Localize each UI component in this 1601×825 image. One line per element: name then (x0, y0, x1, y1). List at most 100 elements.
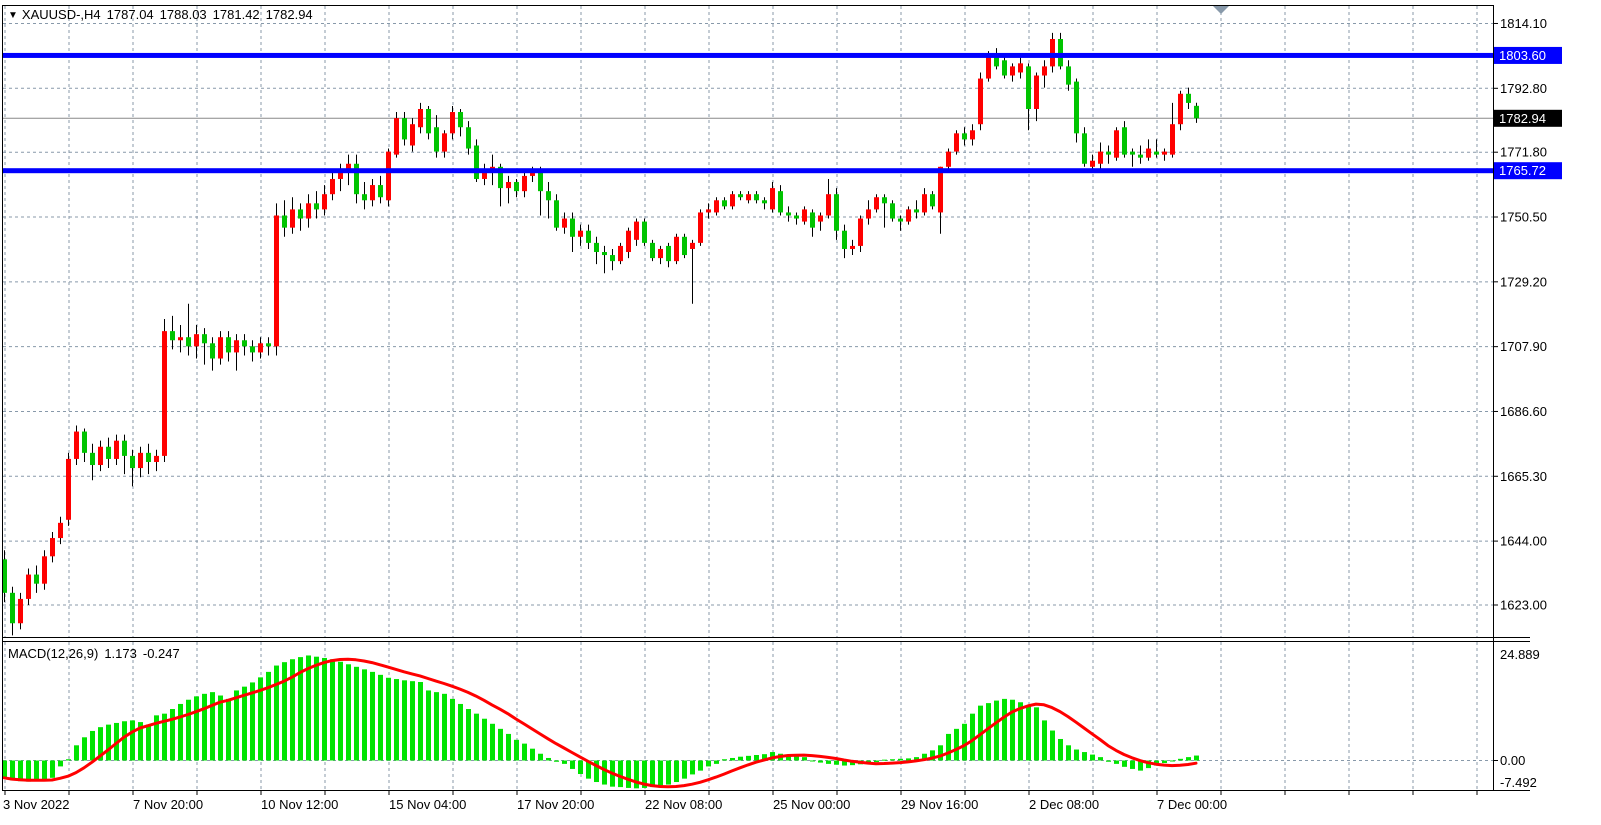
macd-bar (202, 693, 207, 761)
macd-bar (626, 760, 631, 788)
candle (34, 574, 39, 584)
candle (266, 343, 271, 347)
macd-bar (402, 680, 407, 761)
macd-bar (1122, 760, 1127, 767)
macd-bar (354, 666, 359, 761)
macd-bar (458, 703, 463, 761)
candle (1034, 75, 1039, 109)
candle (130, 455, 135, 469)
candle (986, 57, 991, 79)
candle (66, 458, 71, 520)
price-axis-label: 1771.80 (1500, 145, 1547, 160)
candle (858, 218, 863, 246)
level-lines-layer[interactable] (3, 52, 1493, 174)
candle (658, 248, 663, 259)
chart-shift-marker-icon[interactable] (1213, 6, 1229, 14)
macd-bar (1130, 760, 1135, 769)
macd-main-value: 1.173 (104, 646, 137, 661)
macd-bar (250, 682, 255, 761)
macd-bar (418, 682, 423, 761)
macd-bar (1050, 730, 1055, 761)
candle (666, 245, 671, 262)
macd-indicator-label: MACD(12,26,9) 1.173 -0.247 (8, 646, 180, 661)
candle (914, 209, 919, 213)
macd-bar (1114, 760, 1119, 764)
macd-bar (162, 713, 167, 761)
candle (850, 245, 855, 249)
price-tag (1494, 109, 1562, 127)
macd-bar (770, 752, 775, 761)
macd-bar (1098, 757, 1103, 761)
macd-bar (394, 679, 399, 761)
candle (250, 346, 255, 353)
macd-bar (954, 728, 959, 761)
macd-bar (802, 757, 807, 761)
candle (570, 218, 575, 237)
macd-bar (898, 758, 903, 761)
horizontal-level-line[interactable] (3, 52, 1493, 58)
candle (426, 108, 431, 134)
macd-bar (546, 757, 551, 761)
candle (218, 337, 223, 359)
macd-bar (554, 760, 559, 762)
candle (1058, 38, 1063, 67)
price-axis-label: 1707.90 (1500, 339, 1547, 354)
macd-bar (130, 720, 135, 761)
symbol-dropdown-icon: ▼ (8, 10, 18, 21)
macd-bar (498, 728, 503, 761)
candle (354, 163, 359, 195)
macd-layer (2, 655, 1199, 789)
candle (386, 151, 391, 201)
macd-bar (538, 753, 543, 761)
time-axis[interactable]: 3 Nov 2022 7 Nov 20:00 10 Nov 12:00 15 Nov … (3, 790, 1478, 812)
candle (474, 145, 479, 179)
candle (970, 130, 975, 140)
macd-bar (506, 733, 511, 761)
price-axis[interactable]: 1814.10 1792.80 1771.80 1750.50 1729.20 1707.… (1493, 16, 1562, 613)
macd-bar (386, 677, 391, 761)
macd-bar (378, 674, 383, 761)
candle (1138, 154, 1143, 158)
macd-bar (314, 656, 319, 761)
macd-signal-value: -0.247 (142, 646, 180, 661)
price-axis-label: 1686.60 (1500, 404, 1547, 419)
candle (338, 172, 343, 179)
macd-bar (674, 760, 679, 783)
macd-bar (1090, 754, 1095, 761)
macd-bar (530, 748, 535, 761)
macd-bar (298, 657, 303, 761)
candle (674, 236, 679, 262)
candle (106, 446, 111, 459)
candle (890, 203, 895, 219)
candle (50, 538, 55, 557)
chart-title: ▼ XAUUSD-,H4 1787.04 1788.03 1781.42 1782.94 (8, 7, 313, 22)
macd-bar (1194, 755, 1199, 761)
macd-bar (834, 760, 839, 765)
price-axis-label: 1792.80 (1500, 81, 1547, 96)
candle (434, 127, 439, 152)
candle (514, 182, 519, 192)
candle (1146, 148, 1151, 158)
horizontal-level-line[interactable] (3, 168, 1493, 174)
macd-bar (986, 703, 991, 761)
macd-bar (570, 760, 575, 769)
macd-bar (666, 760, 671, 785)
macd-bar (690, 760, 695, 775)
candle (522, 175, 527, 192)
candle (506, 182, 511, 189)
macd-bar (658, 760, 663, 787)
symbol-period-label: XAUUSD-,H4 (21, 7, 101, 22)
candle (722, 200, 727, 207)
macd-bar (562, 760, 567, 764)
macd-bar (1186, 757, 1191, 761)
candle (1114, 130, 1119, 158)
candle (842, 230, 847, 249)
candle (706, 209, 711, 213)
macd-bar (186, 699, 191, 761)
candle (362, 194, 367, 201)
macd-bar (1082, 752, 1087, 761)
candle (818, 215, 823, 222)
candle (978, 78, 983, 125)
macd-bar (218, 695, 223, 761)
